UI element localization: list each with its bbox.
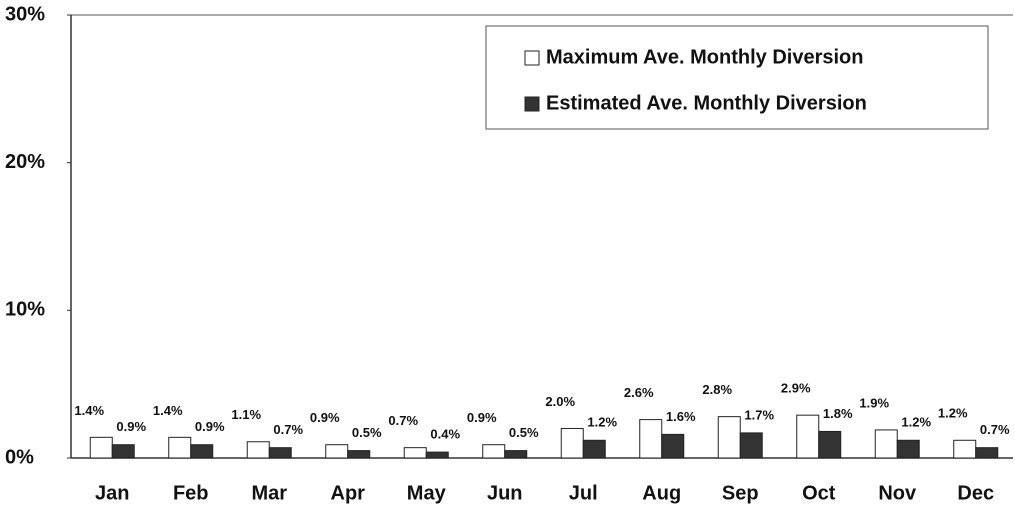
legend-label: Maximum Ave. Monthly Diversion [546,46,863,68]
bar [661,433,685,459]
bar [582,439,606,459]
legend-swatch [524,50,540,66]
x-tick-label: Apr [331,482,366,504]
bar [818,430,842,459]
x-tick-label: Nov [878,482,917,504]
legend [485,25,989,130]
x-tick-label: Jun [487,482,523,504]
data-label: 1.2% [901,415,931,430]
bar [425,451,449,459]
bar [246,441,270,459]
legend-swatch [524,96,540,112]
bar [874,429,898,459]
data-label: 1.4% [153,403,183,418]
bar [796,414,820,459]
x-tick-label: Dec [957,482,994,504]
data-label: 2.8% [702,382,732,397]
bar [717,416,741,459]
bar [111,444,135,459]
bar [347,450,371,459]
x-tick-label: Mar [251,482,287,504]
x-tick-label: Feb [173,482,209,504]
bar [560,427,584,459]
data-label: 0.7% [273,422,303,437]
data-label: 2.9% [781,381,811,396]
x-tick-label: May [407,482,447,504]
legend-label: Estimated Ave. Monthly Diversion [546,92,867,114]
bar [89,436,113,459]
data-label: 1.4% [74,403,104,418]
data-label: 1.1% [231,407,261,422]
bar [975,447,999,459]
x-tick-label: Jan [95,482,129,504]
bar [896,439,920,459]
x-tick-label: Jul [569,482,598,504]
bar [739,432,763,459]
data-label: 0.5% [509,425,539,440]
y-tick-label: 0% [5,446,34,468]
data-label: 1.6% [666,409,696,424]
data-label: 1.2% [587,415,617,430]
data-label: 0.7% [980,422,1010,437]
bar [953,439,977,459]
data-label: 0.5% [352,425,382,440]
data-label: 0.4% [430,427,460,442]
bar [504,450,528,459]
data-label: 2.6% [624,385,654,400]
bar [168,436,192,459]
bar [268,447,292,459]
data-label: 0.9% [310,410,340,425]
bar [403,447,427,459]
y-tick-label: 30% [5,3,45,25]
data-label: 0.9% [195,419,225,434]
data-label: 2.0% [545,394,575,409]
data-label: 0.9% [116,419,146,434]
bar [325,444,349,459]
x-tick-label: Aug [642,482,681,504]
bar [482,444,506,459]
data-label: 1.2% [938,406,968,421]
data-label: 1.9% [859,395,889,410]
x-tick-label: Sep [722,482,759,504]
bar [639,419,663,459]
y-tick-label: 20% [5,151,45,173]
data-label: 0.7% [388,413,418,428]
data-label: 0.9% [467,410,497,425]
data-label: 1.7% [744,407,774,422]
data-label: 1.8% [823,406,853,421]
x-tick-label: Oct [802,482,836,504]
bar [190,444,214,459]
y-tick-label: 10% [5,299,45,321]
